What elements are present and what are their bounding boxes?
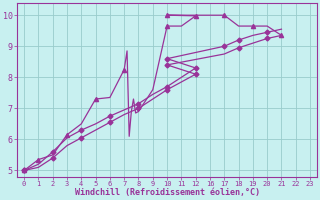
X-axis label: Windchill (Refroidissement éolien,°C): Windchill (Refroidissement éolien,°C) bbox=[75, 188, 260, 197]
